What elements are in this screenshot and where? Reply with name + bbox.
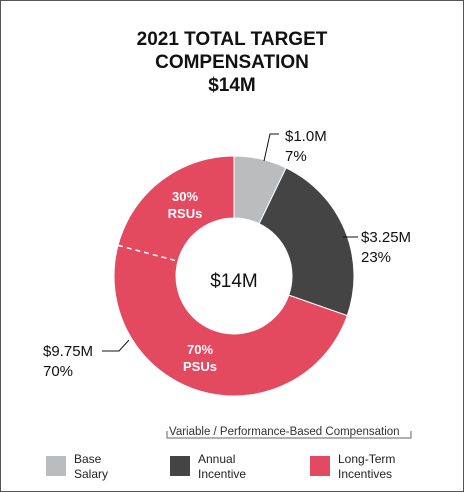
legend-label-base-salary: Base Salary bbox=[74, 452, 109, 481]
long-term-amount-label: $9.75M bbox=[43, 343, 93, 360]
legend-label-long-term-incentives: Long-Term Incentives bbox=[338, 452, 396, 481]
annual-incentive-percent-label: 23% bbox=[361, 249, 391, 266]
legend-swatch-base-salary bbox=[46, 456, 66, 476]
legend-swatch-long-term-incentives bbox=[310, 456, 330, 476]
title-line-1: 2021 TOTAL TARGET bbox=[136, 29, 328, 50]
rsu-percent-label: 30% bbox=[172, 189, 198, 204]
rsu-name-label: RSUs bbox=[168, 206, 203, 221]
annual-incentive-amount-label: $3.25M bbox=[361, 229, 411, 246]
legend-label-annual-incentive: Annual Incentive bbox=[198, 452, 247, 481]
title-line-3: $14M bbox=[208, 75, 256, 96]
base-salary-percent-label: 7% bbox=[285, 148, 307, 165]
long-term-percent-label: 70% bbox=[43, 363, 73, 380]
base-salary-amount-label: $1.0M bbox=[285, 128, 327, 145]
base-salary-leader-line bbox=[263, 133, 279, 162]
annual-incentive-slice bbox=[258, 167, 355, 317]
long-term-incentives-slice bbox=[113, 155, 348, 397]
legend-swatch-annual-incentive bbox=[170, 456, 190, 476]
long-term-leader-line bbox=[102, 339, 130, 352]
variable-compensation-bracket bbox=[166, 431, 412, 439]
title-line-2: COMPENSATION bbox=[155, 52, 309, 73]
center-total-label: $14M bbox=[210, 271, 258, 292]
psu-name-label: PSUs bbox=[183, 359, 217, 374]
rsu-psu-divider bbox=[117, 244, 179, 262]
psu-percent-label: 70% bbox=[187, 342, 213, 357]
chart-title: 2021 TOTAL TARGET COMPENSATION $14M bbox=[1, 28, 463, 97]
variable-compensation-label: Variable / Performance-Based Compensatio… bbox=[169, 426, 400, 438]
